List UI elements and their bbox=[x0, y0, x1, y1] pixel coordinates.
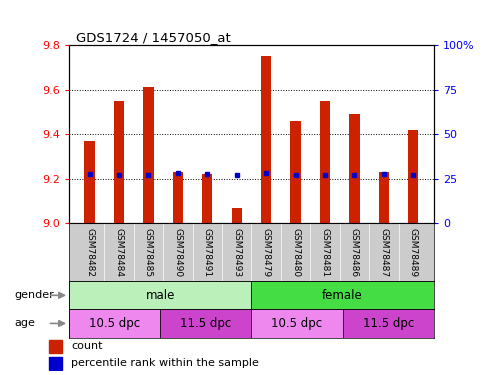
Text: female: female bbox=[322, 289, 363, 302]
Text: percentile rank within the sample: percentile rank within the sample bbox=[71, 358, 259, 368]
Text: GSM78487: GSM78487 bbox=[379, 228, 388, 277]
Text: GSM78486: GSM78486 bbox=[350, 228, 359, 277]
Text: GSM78479: GSM78479 bbox=[262, 228, 271, 277]
Text: GSM78485: GSM78485 bbox=[144, 228, 153, 277]
Text: GSM78489: GSM78489 bbox=[409, 228, 418, 277]
Bar bbox=[69, 281, 251, 309]
Bar bbox=[84, 141, 95, 223]
Text: GSM78493: GSM78493 bbox=[232, 228, 241, 277]
Bar bbox=[160, 309, 251, 338]
Bar bbox=[49, 340, 62, 352]
Bar bbox=[349, 114, 359, 223]
Bar bbox=[251, 309, 343, 338]
Text: GDS1724 / 1457050_at: GDS1724 / 1457050_at bbox=[76, 31, 231, 44]
Bar bbox=[320, 100, 330, 223]
Bar bbox=[202, 174, 212, 223]
Bar bbox=[173, 172, 183, 223]
Bar bbox=[49, 357, 62, 370]
Bar bbox=[69, 309, 160, 338]
Bar bbox=[408, 130, 419, 223]
Text: GSM78480: GSM78480 bbox=[291, 228, 300, 277]
Bar bbox=[343, 309, 434, 338]
Bar bbox=[114, 100, 124, 223]
Bar bbox=[290, 121, 301, 223]
Text: 10.5 dpc: 10.5 dpc bbox=[272, 317, 322, 330]
Text: GSM78491: GSM78491 bbox=[203, 228, 212, 277]
Text: GSM78490: GSM78490 bbox=[174, 228, 182, 277]
Text: male: male bbox=[145, 289, 175, 302]
Bar bbox=[261, 56, 271, 223]
Text: 11.5 dpc: 11.5 dpc bbox=[363, 317, 414, 330]
Text: GSM78484: GSM78484 bbox=[114, 228, 124, 277]
Text: GSM78482: GSM78482 bbox=[85, 228, 94, 277]
Text: gender: gender bbox=[14, 290, 54, 300]
Bar bbox=[232, 207, 242, 223]
Bar bbox=[143, 87, 154, 223]
Text: age: age bbox=[14, 318, 35, 328]
Bar bbox=[251, 281, 434, 309]
Text: count: count bbox=[71, 341, 103, 351]
Text: GSM78481: GSM78481 bbox=[320, 228, 329, 277]
Text: 10.5 dpc: 10.5 dpc bbox=[89, 317, 140, 330]
Bar bbox=[379, 172, 389, 223]
Text: 11.5 dpc: 11.5 dpc bbox=[180, 317, 231, 330]
